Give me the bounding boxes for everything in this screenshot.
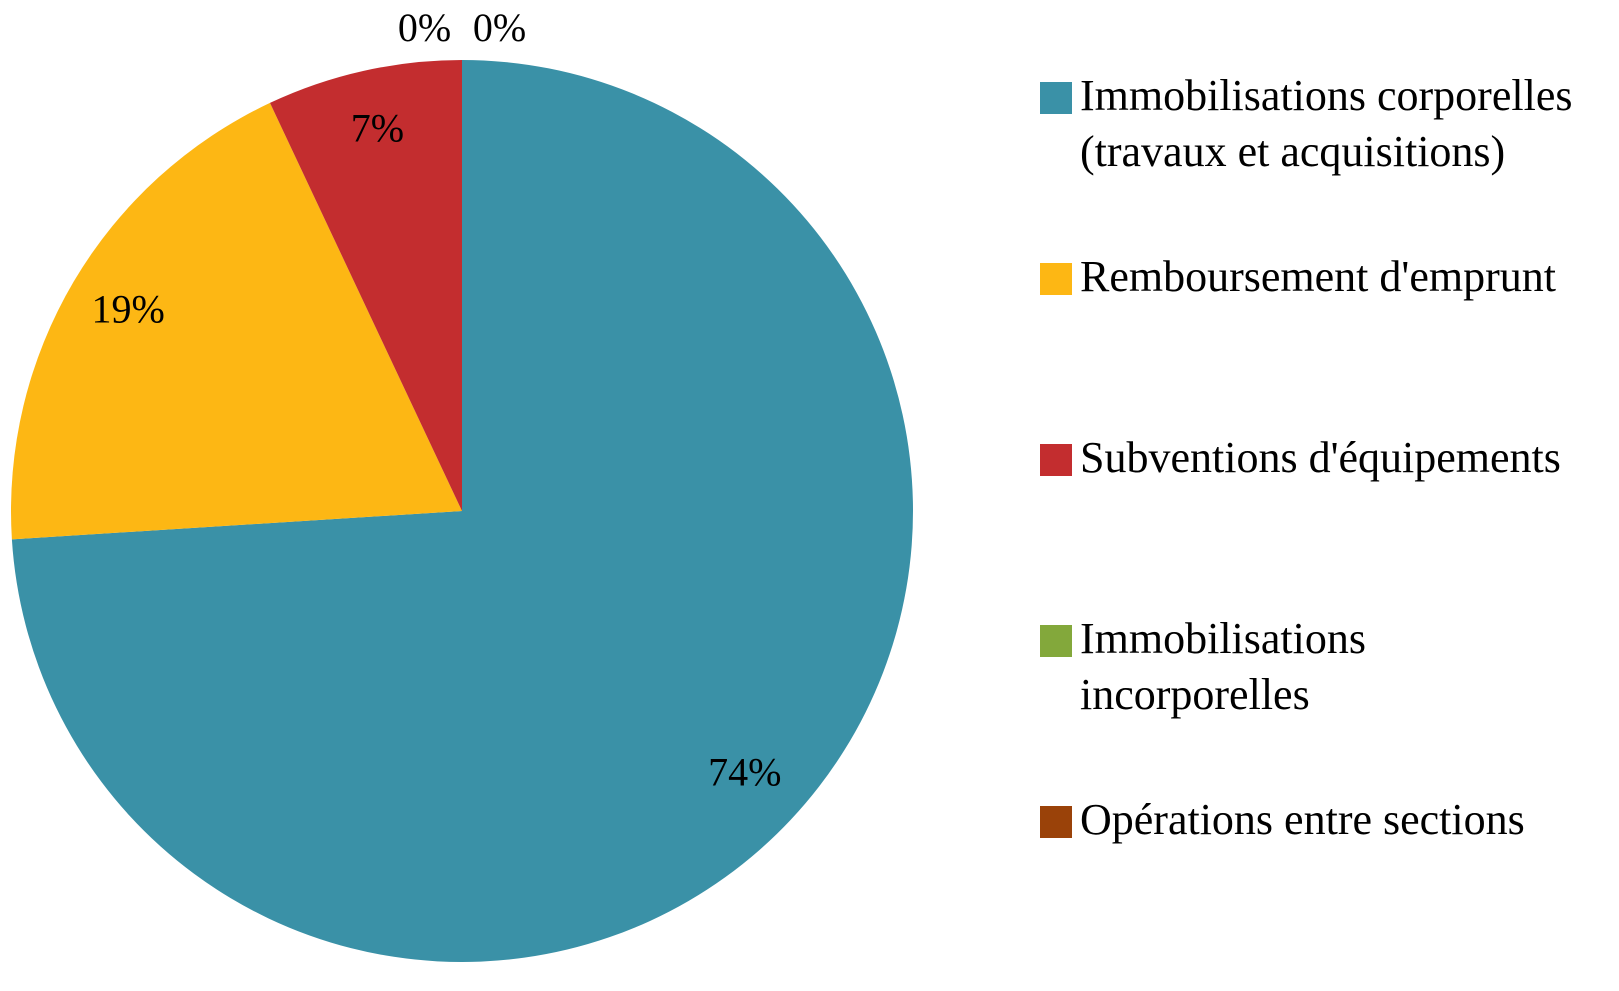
legend-swatch [1040,625,1072,657]
legend-swatch [1040,263,1072,295]
legend-swatch [1040,806,1072,838]
legend-swatch [1040,82,1072,114]
legend-label: Immobilisations corporelles (travaux et … [1080,71,1573,176]
data-label: 74% [708,750,781,795]
chart: 74% 19% 7% 0% 0% [10,5,913,962]
legend: Immobilisations corporelles (travaux et … [1040,68,1600,973]
data-label: 0% [473,5,526,50]
legend-swatch [1040,444,1072,476]
legend-label: Opérations entre sections [1080,795,1525,844]
legend-label: Subventions d'équipements [1080,433,1561,482]
pie-slice [10,102,462,540]
legend-label: Remboursement d'emprunt [1080,252,1556,301]
legend-entry: Subventions d'équipements [1040,430,1600,611]
data-label: 0% [398,5,451,50]
legend-entry: Immobilisations incorporelles [1040,611,1600,792]
legend-entry: Opérations entre sections [1040,792,1600,973]
legend-entry: Remboursement d'emprunt [1040,249,1600,430]
data-label: 7% [351,106,404,151]
legend-entry: Immobilisations corporelles (travaux et … [1040,68,1600,249]
pie-slice [269,60,462,511]
legend-label: Immobilisations incorporelles [1080,614,1366,719]
data-label: 19% [91,287,164,332]
pie-slice [11,60,913,962]
